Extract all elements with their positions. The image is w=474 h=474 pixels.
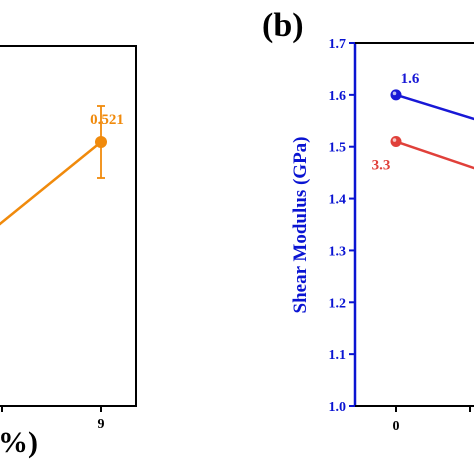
data-label: 0.521 (90, 112, 124, 128)
x-tick-label: 0 (393, 419, 400, 434)
data-point (390, 89, 402, 101)
panel-a-xlabel-fragment: %) (0, 426, 38, 459)
y-tick-label: 1.7 (329, 37, 347, 52)
panel-b-label: (b) (262, 7, 304, 44)
data-label: 3.3 (372, 158, 391, 174)
series-line (395, 93, 474, 121)
y-tick-label: 1.3 (329, 244, 347, 259)
y-tick-label: 1.1 (329, 348, 347, 363)
panel-a-marks: 0.521 9 (0, 105, 124, 432)
x-tick-label: 9 (98, 417, 105, 432)
panel-a: 0.521 9 %) (0, 45, 137, 459)
data-point-highlight (392, 91, 397, 96)
y-tick-label: 1.4 (329, 193, 347, 208)
data-point-highlight (392, 138, 397, 142)
data-point (95, 136, 107, 148)
y-tick-label: 1.0 (329, 400, 347, 415)
series-line (0, 141, 102, 226)
data-label: 1.6 (401, 71, 420, 87)
series-line (395, 140, 474, 170)
y-tick-label: 1.6 (329, 89, 347, 104)
panel-b: (b) Shear Modulus (GPa) 1.01.11.21.31.41… (262, 7, 474, 434)
y-tick-label: 1.5 (329, 141, 347, 156)
y-tick-label: 1.2 (329, 296, 347, 311)
panel-b-ylabel: Shear Modulus (GPa) (290, 136, 311, 313)
data-point (390, 136, 402, 148)
panel-b-marks: 1.0 1.1 1.2 1.3 1.4 1.5 1.6 1.7 0 1.6 3.3 (329, 37, 474, 434)
panel-a-frame (0, 45, 137, 407)
